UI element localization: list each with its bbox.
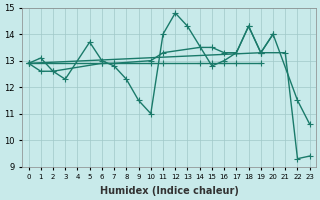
X-axis label: Humidex (Indice chaleur): Humidex (Indice chaleur) [100,186,239,196]
